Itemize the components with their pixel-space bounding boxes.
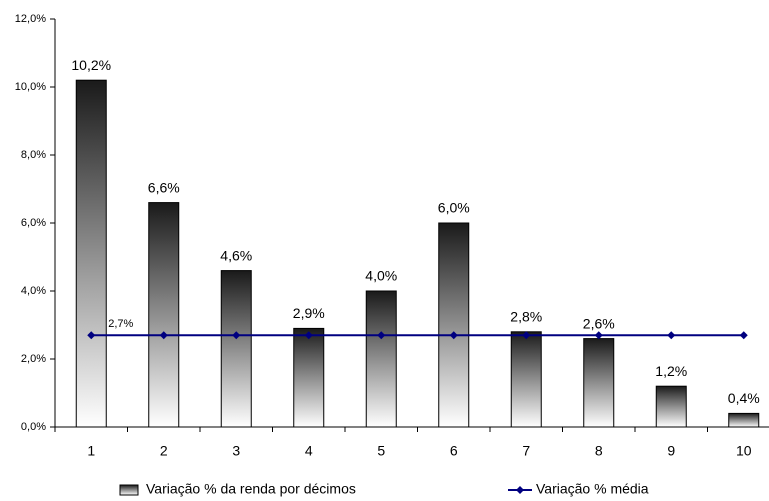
bar <box>365 290 397 428</box>
data-label: 2,7% <box>108 318 133 330</box>
x-tick-label: 1 <box>87 443 95 459</box>
y-tick-label: 12,0% <box>15 13 46 25</box>
data-label: 6,6% <box>148 179 180 195</box>
x-tick-label: 8 <box>595 443 603 459</box>
y-tick-label: 6,0% <box>21 217 46 229</box>
legend-label: Variação % média <box>536 481 649 497</box>
line-marker <box>739 331 748 340</box>
legend-swatch-marker <box>516 486 524 494</box>
line-marker <box>667 331 676 340</box>
x-tick-label: 7 <box>522 443 530 459</box>
y-tick-label: 0,0% <box>21 421 46 433</box>
x-tick-label: 5 <box>377 443 385 459</box>
x-tick-label: 4 <box>305 443 313 459</box>
y-tick-label: 8,0% <box>21 149 46 161</box>
bar <box>148 202 180 428</box>
data-label: 0,4% <box>728 390 760 406</box>
line-marker <box>449 331 458 340</box>
data-label: 10,2% <box>71 57 111 73</box>
bar <box>220 270 252 428</box>
data-label: 4,6% <box>220 247 252 263</box>
x-tick-label: 10 <box>736 443 752 459</box>
bar <box>510 331 542 428</box>
y-tick-label: 2,0% <box>21 353 46 365</box>
bar <box>293 327 325 428</box>
x-tick-label: 9 <box>667 443 675 459</box>
y-tick-label: 4,0% <box>21 285 46 297</box>
bar <box>655 385 687 428</box>
legend-swatch <box>119 484 139 496</box>
data-label: 1,2% <box>655 363 687 379</box>
x-tick-label: 2 <box>160 443 168 459</box>
x-tick-label: 6 <box>450 443 458 459</box>
line-marker <box>304 331 313 340</box>
legend-label: Variação % da renda por décimos <box>146 481 356 497</box>
bar <box>583 338 615 428</box>
bar <box>75 79 107 428</box>
line-marker <box>522 331 531 340</box>
data-label: 6,0% <box>438 200 470 216</box>
x-tick-label: 3 <box>232 443 240 459</box>
bar <box>728 412 760 428</box>
y-tick-label: 10,0% <box>15 81 46 93</box>
line-marker <box>594 331 603 340</box>
data-label: 4,0% <box>365 268 397 284</box>
line-marker <box>159 331 168 340</box>
line-marker <box>377 331 386 340</box>
line-marker <box>87 331 96 340</box>
data-label: 2,8% <box>510 309 542 325</box>
bar <box>438 222 470 428</box>
line-marker <box>232 331 241 340</box>
data-label: 2,6% <box>583 315 615 331</box>
data-label: 2,9% <box>293 305 325 321</box>
